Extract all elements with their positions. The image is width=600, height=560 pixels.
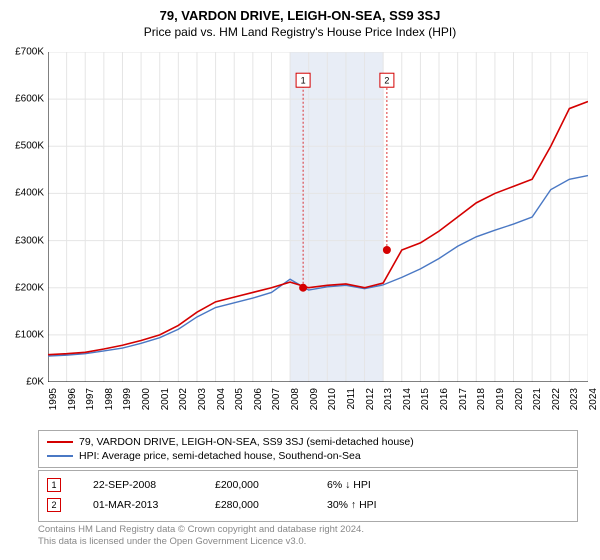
legend-series-label: 79, VARDON DRIVE, LEIGH-ON-SEA, SS9 3SJ … <box>79 436 414 448</box>
x-tick-label: 2023 <box>569 388 580 410</box>
legend-series-label: HPI: Average price, semi-detached house,… <box>79 450 361 462</box>
y-tick-label: £100K <box>15 329 44 340</box>
x-tick-label: 2016 <box>439 388 450 410</box>
x-tick-label: 2010 <box>327 388 338 410</box>
chart-area: 12 £0K£100K£200K£300K£400K£500K£600K£700… <box>48 52 588 382</box>
x-tick-label: 2014 <box>402 388 413 410</box>
footer: Contains HM Land Registry data © Crown c… <box>38 524 578 549</box>
sale-delta: 30% ↑ HPI <box>327 499 377 511</box>
x-tick-label: 2013 <box>383 388 394 410</box>
x-tick-label: 2018 <box>476 388 487 410</box>
x-tick-label: 2019 <box>495 388 506 410</box>
x-tick-label: 1996 <box>67 388 78 410</box>
legend-series: 79, VARDON DRIVE, LEIGH-ON-SEA, SS9 3SJ … <box>38 430 578 468</box>
y-tick-label: £300K <box>15 235 44 246</box>
svg-text:1: 1 <box>301 76 306 86</box>
sale-marker-icon: 2 <box>47 498 61 512</box>
x-tick-label: 2001 <box>160 388 171 410</box>
x-tick-label: 2008 <box>290 388 301 410</box>
sale-price: £200,000 <box>215 479 295 491</box>
page-title: 79, VARDON DRIVE, LEIGH-ON-SEA, SS9 3SJ <box>0 0 600 23</box>
footer-line1: Contains HM Land Registry data © Crown c… <box>38 524 578 536</box>
y-tick-label: £700K <box>15 47 44 58</box>
x-tick-label: 2024 <box>588 388 599 410</box>
x-tick-label: 2022 <box>551 388 562 410</box>
y-tick-label: £500K <box>15 141 44 152</box>
legend-series-row: 79, VARDON DRIVE, LEIGH-ON-SEA, SS9 3SJ … <box>47 435 569 449</box>
x-tick-label: 2003 <box>197 388 208 410</box>
sale-date: 22-SEP-2008 <box>93 479 183 491</box>
y-tick-label: £0K <box>26 377 44 388</box>
sale-date: 01-MAR-2013 <box>93 499 183 511</box>
legend-series-row: HPI: Average price, semi-detached house,… <box>47 449 569 463</box>
legend-sales: 1 22-SEP-2008 £200,000 6% ↓ HPI 2 01-MAR-2013… <box>38 470 578 522</box>
x-tick-label: 2015 <box>420 388 431 410</box>
legend-swatch <box>47 441 73 443</box>
sale-row: 1 22-SEP-2008 £200,000 6% ↓ HPI <box>47 475 569 495</box>
x-tick-label: 2000 <box>141 388 152 410</box>
sale-price: £280,000 <box>215 499 295 511</box>
page-subtitle: Price paid vs. HM Land Registry's House … <box>0 23 600 39</box>
x-tick-label: 2006 <box>253 388 264 410</box>
sale-marker-icon: 1 <box>47 478 61 492</box>
x-tick-label: 2012 <box>365 388 376 410</box>
x-tick-label: 2002 <box>178 388 189 410</box>
footer-line2: This data is licensed under the Open Gov… <box>38 536 578 548</box>
sale-delta: 6% ↓ HPI <box>327 479 371 491</box>
y-tick-label: £200K <box>15 282 44 293</box>
x-tick-label: 1999 <box>122 388 133 410</box>
x-tick-label: 2007 <box>271 388 282 410</box>
y-tick-label: £400K <box>15 188 44 199</box>
x-tick-label: 1998 <box>104 388 115 410</box>
svg-text:2: 2 <box>384 76 389 86</box>
x-tick-label: 2005 <box>234 388 245 410</box>
x-tick-label: 1995 <box>48 388 59 410</box>
legend-swatch <box>47 455 73 456</box>
x-tick-label: 2009 <box>309 388 320 410</box>
x-tick-label: 2004 <box>216 388 227 410</box>
x-tick-label: 1997 <box>85 388 96 410</box>
x-tick-label: 2011 <box>346 388 357 410</box>
x-tick-label: 2021 <box>532 388 543 410</box>
sale-row: 2 01-MAR-2013 £280,000 30% ↑ HPI <box>47 495 569 515</box>
chart-svg: 12 <box>48 52 588 382</box>
y-tick-label: £600K <box>15 94 44 105</box>
chart-container: 79, VARDON DRIVE, LEIGH-ON-SEA, SS9 3SJ … <box>0 0 600 560</box>
x-tick-label: 2020 <box>514 388 525 410</box>
x-tick-label: 2017 <box>458 388 469 410</box>
